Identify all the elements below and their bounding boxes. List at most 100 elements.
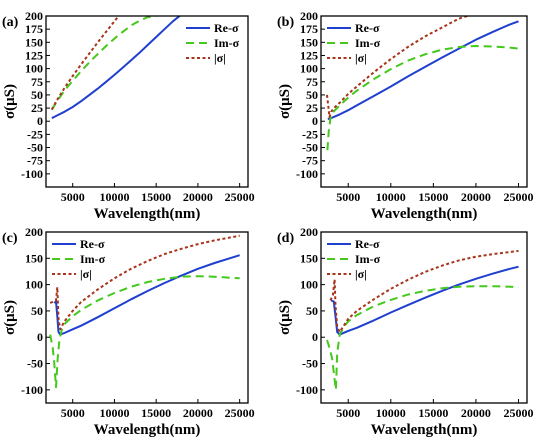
- y-tick-label: 50: [306, 88, 318, 102]
- y-tick-label: 200: [25, 9, 43, 23]
- legend-label: |σ|: [355, 267, 367, 281]
- y-tick-label: 100: [300, 278, 318, 292]
- x-axis-title: Wavelength(nm): [94, 422, 201, 438]
- y-tick-label: 150: [25, 35, 43, 49]
- y-tick-label: 200: [25, 225, 43, 239]
- plot-frame: [45, 231, 249, 404]
- x-tick-label: 15000: [418, 406, 448, 420]
- series-line-3: [329, 249, 519, 333]
- series-line-1: [330, 265, 519, 336]
- series-line-3: [50, 16, 120, 111]
- legend-label: |σ|: [355, 51, 367, 65]
- y-tick-label: 150: [25, 251, 43, 265]
- legend-label: Im-σ: [80, 252, 106, 266]
- y-tick-label: 50: [31, 304, 43, 318]
- y-tick-label: 25: [31, 101, 43, 115]
- x-tick-label: 15000: [141, 406, 171, 420]
- x-tick-label: 25000: [225, 406, 255, 420]
- x-tick-label: 10000: [99, 190, 129, 204]
- y-tick-label: 100: [25, 62, 43, 76]
- series-line-2: [49, 275, 240, 389]
- x-axis-title: Wavelength(nm): [94, 206, 201, 222]
- plot-frame: [320, 15, 528, 188]
- series-line-3: [49, 234, 240, 331]
- y-tick-label: 150: [300, 35, 318, 49]
- y-tick-label: 150: [300, 251, 318, 265]
- y-tick-label: -100: [21, 167, 43, 181]
- y-tick-label: 125: [300, 48, 318, 62]
- legend-label: Re-σ: [355, 21, 380, 35]
- x-tick-label: 10000: [376, 190, 406, 204]
- panel-label: (a): [2, 15, 19, 30]
- y-tick-label: -100: [296, 383, 318, 397]
- series-line-1: [51, 16, 181, 119]
- y-tick-label: 75: [306, 75, 318, 89]
- x-tick-label: 15000: [418, 190, 448, 204]
- y-tick-label: -100: [21, 383, 43, 397]
- x-tick-label: 5000: [336, 406, 360, 420]
- panel-2: 5000 10000 15000 20000 25000 -100-75-50-25025…: [277, 9, 533, 222]
- x-axis-title: Wavelength(nm): [371, 206, 478, 222]
- x-tick-label: 25000: [225, 190, 255, 204]
- y-tick-label: 0: [312, 114, 318, 128]
- y-tick-label: 100: [300, 62, 318, 76]
- x-tick-label: 20000: [461, 190, 491, 204]
- y-tick-label: -50: [302, 357, 318, 371]
- y-tick-label: 0: [37, 114, 43, 128]
- x-tick-label: 10000: [376, 406, 406, 420]
- y-tick-label: -25: [302, 127, 318, 141]
- y-tick-label: -25: [27, 127, 43, 141]
- legend-label: Im-σ: [214, 36, 240, 50]
- panel-1: 5000 10000 15000 20000 25000 -100-75-50-25025…: [2, 9, 255, 222]
- legend-label: |σ|: [80, 267, 92, 281]
- y-tick-label: -50: [27, 141, 43, 155]
- x-tick-label: 25000: [503, 190, 533, 204]
- plot-frame: [45, 15, 249, 188]
- y-tick-label: 75: [31, 75, 43, 89]
- panel-label: (b): [277, 15, 294, 30]
- y-tick-label: 125: [25, 48, 43, 62]
- legend-label: |σ|: [214, 51, 226, 65]
- panel-label: (c): [2, 231, 18, 246]
- y-axis-title: σ(μS): [277, 84, 293, 119]
- series-line-3: [326, 16, 468, 118]
- x-tick-label: 20000: [461, 406, 491, 420]
- y-axis-title: σ(μS): [277, 300, 293, 335]
- y-tick-label: 25: [306, 101, 318, 115]
- y-tick-label: 200: [300, 225, 318, 239]
- y-tick-label: 175: [25, 22, 43, 36]
- panel-3: 5000 10000 15000 20000 25000 -100 -50 0 50 100 150…: [2, 225, 255, 438]
- panel-4: 5000 10000 15000 20000 25000 -100 -50 0 50 100 150…: [277, 225, 533, 438]
- y-tick-label: 0: [312, 330, 318, 344]
- x-tick-label: 5000: [61, 406, 85, 420]
- legend-label: Re-σ: [80, 237, 105, 251]
- series-line-2: [326, 285, 519, 391]
- legend-label: Im-σ: [355, 252, 381, 266]
- x-tick-label: 5000: [61, 190, 85, 204]
- x-tick-label: 10000: [99, 406, 129, 420]
- y-tick-label: -75: [27, 154, 43, 168]
- y-tick-label: -75: [302, 154, 318, 168]
- y-tick-label: 100: [25, 278, 43, 292]
- plot-frame: [320, 231, 528, 404]
- y-axis-title: σ(μS): [2, 300, 18, 335]
- y-tick-label: 0: [37, 330, 43, 344]
- legend-label: Re-σ: [214, 21, 239, 35]
- y-tick-label: 50: [306, 304, 318, 318]
- x-tick-label: 25000: [503, 406, 533, 420]
- series-line-1: [53, 254, 240, 336]
- y-tick-label: 200: [300, 9, 318, 23]
- x-tick-label: 5000: [336, 190, 360, 204]
- x-axis-title: Wavelength(nm): [371, 422, 478, 438]
- x-tick-label: 15000: [141, 190, 171, 204]
- y-tick-label: -50: [302, 141, 318, 155]
- y-axis-title: σ(μS): [2, 84, 18, 119]
- y-tick-label: 175: [300, 22, 318, 36]
- legend-label: Re-σ: [355, 237, 380, 251]
- series-line-2: [50, 16, 157, 111]
- y-tick-label: 50: [31, 88, 43, 102]
- panel-label: (d): [277, 231, 294, 246]
- y-tick-label: -100: [296, 167, 318, 181]
- series-line-1: [327, 20, 519, 121]
